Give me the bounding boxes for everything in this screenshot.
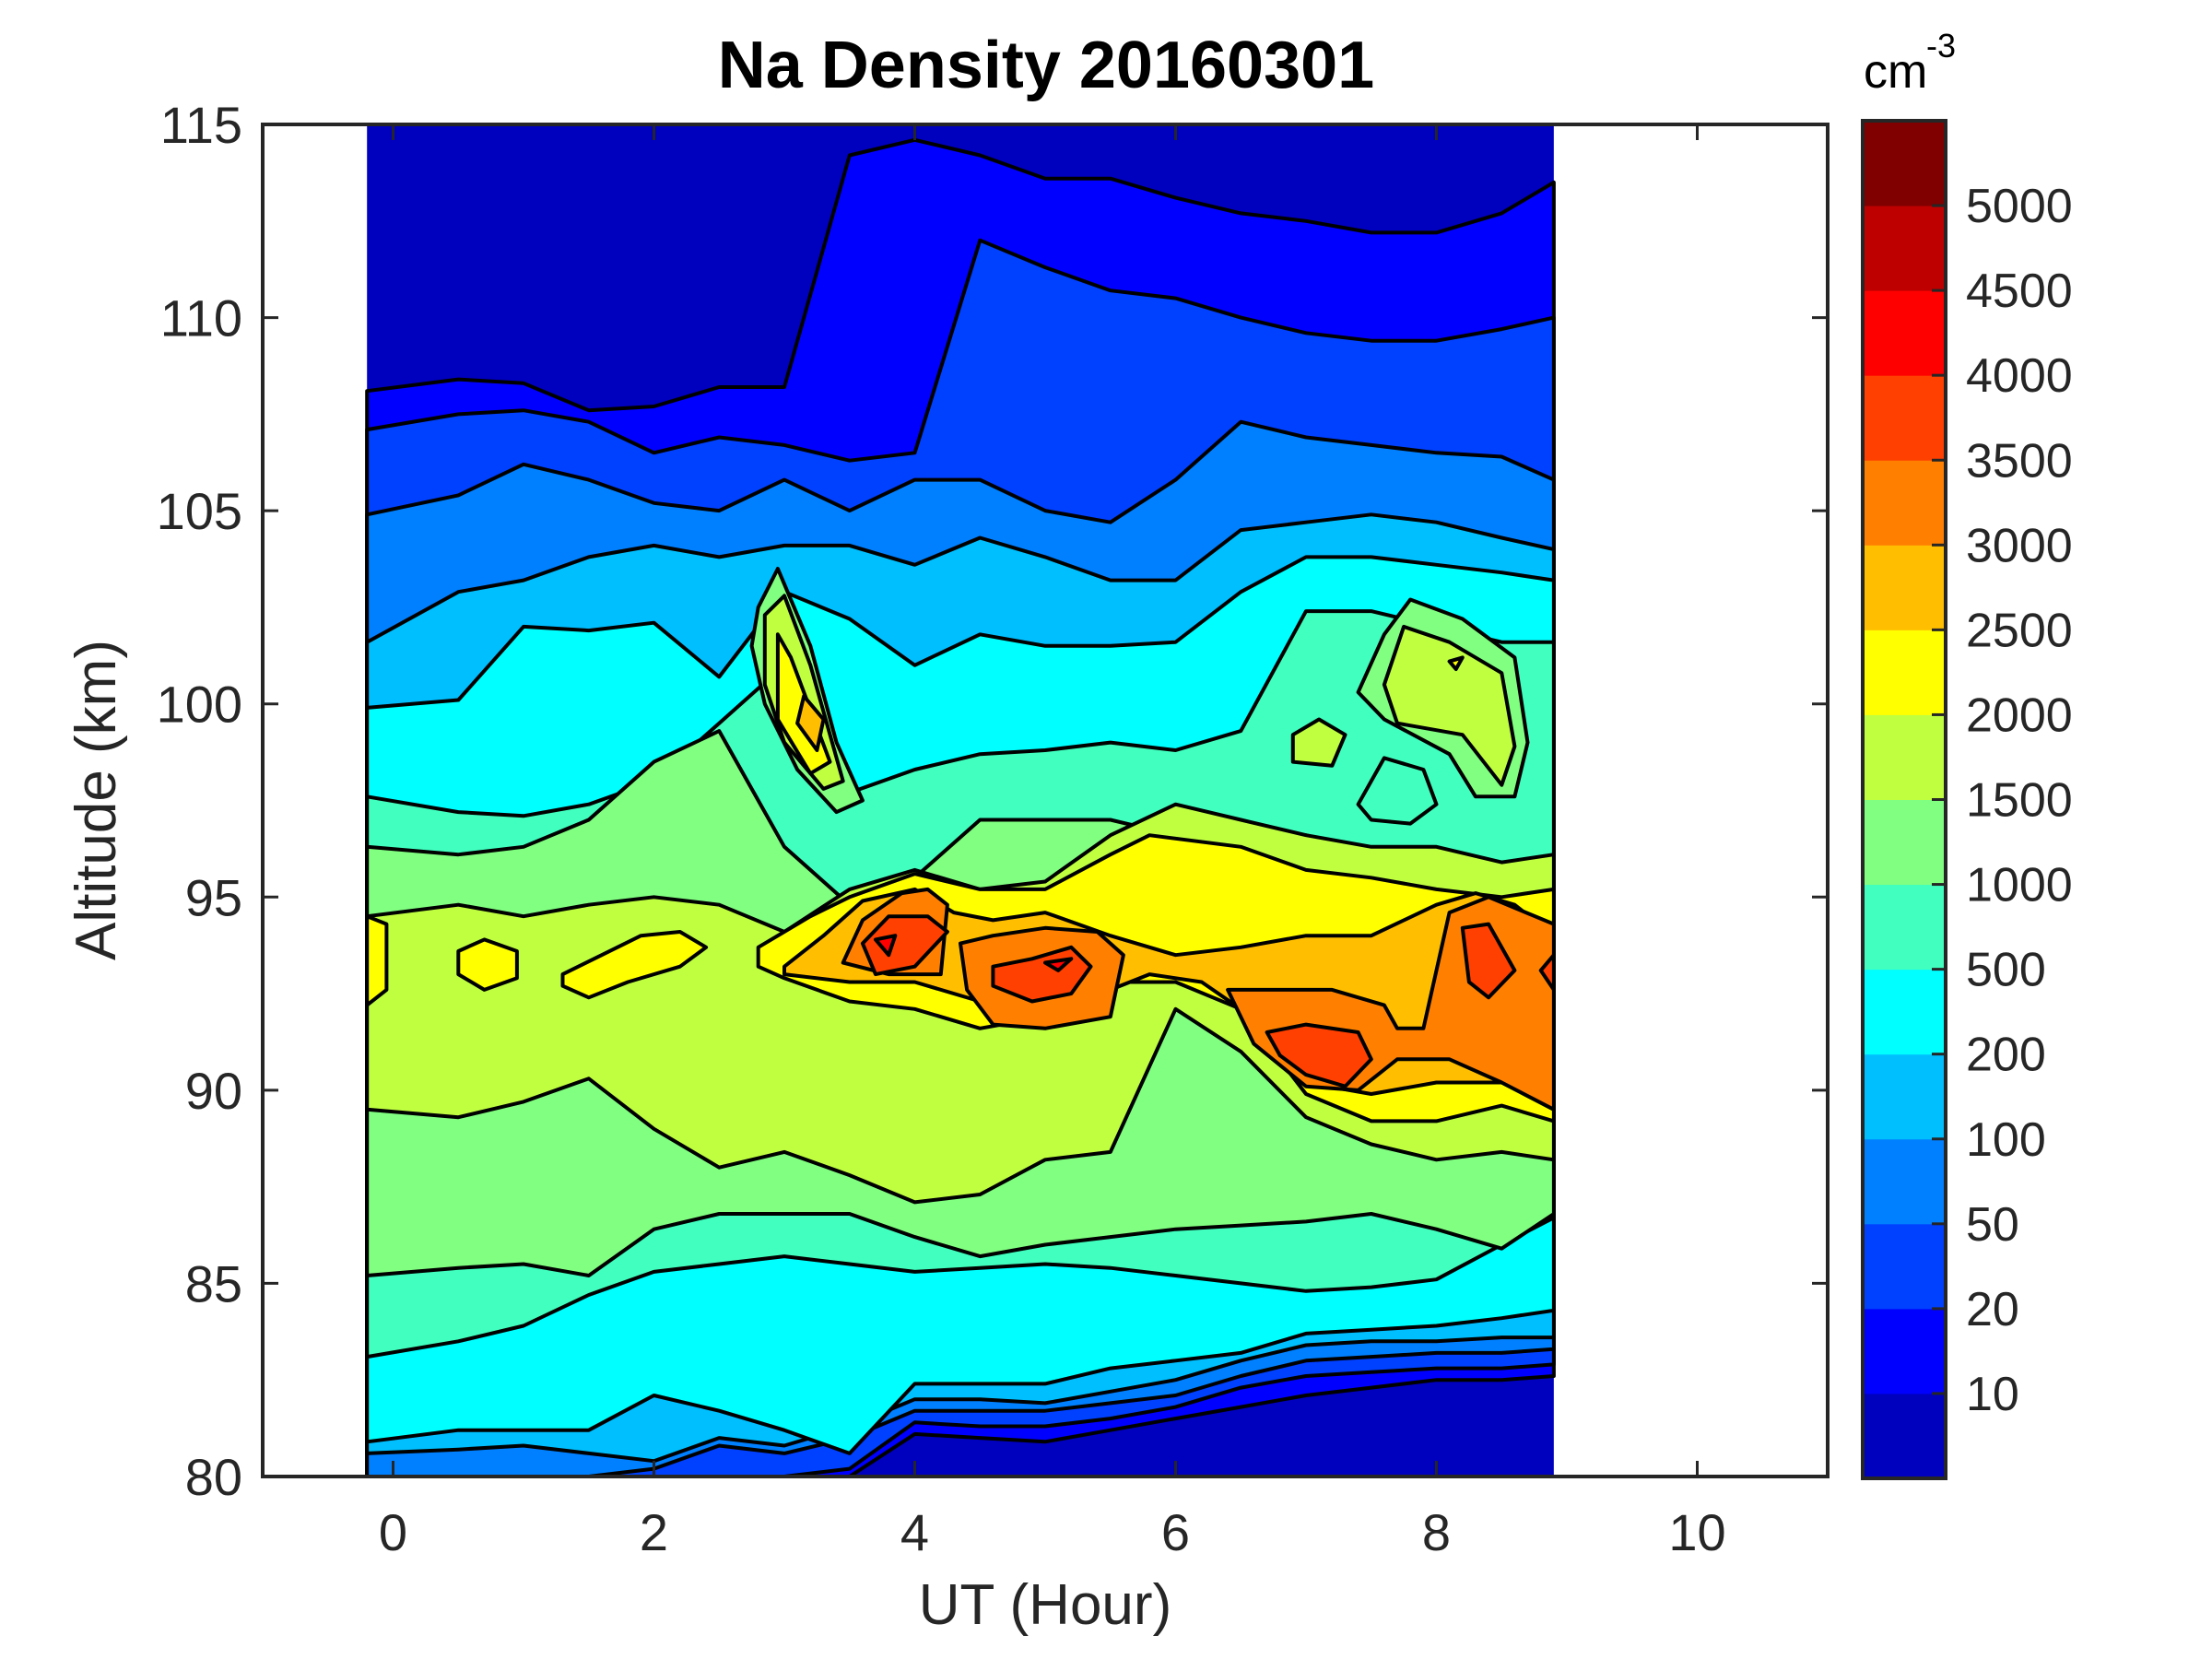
- x-axis-label: UT (Hour): [919, 1573, 1171, 1637]
- colorbar-swatch: [1863, 1393, 1946, 1479]
- contour-region-3500: [1538, 953, 1556, 992]
- axes-frame: [261, 123, 1830, 1478]
- colorbar-swatch: [1863, 884, 1946, 971]
- colorbar-tick-label: 20: [1966, 1283, 2019, 1336]
- axes: 0 2 4 6 8 10 80 85 90 95 100 105 110 115: [157, 96, 1830, 1561]
- colorbar-swatch: [1863, 1308, 1946, 1394]
- y-tick-label: 90: [185, 1062, 242, 1120]
- contour-region-4000: [1043, 957, 1074, 972]
- contour-region-500: [1356, 756, 1439, 826]
- y-axis-label: Altitude (km): [65, 640, 128, 960]
- x-tick-label: 0: [379, 1503, 407, 1561]
- colorbar: 10 20 50 100 200 500 1000 1500 2000 2500 3000 3500 4…: [1861, 119, 2073, 1480]
- contour-layers: [365, 124, 1556, 1477]
- contour-region-3500: [1265, 1022, 1373, 1088]
- colorbar-swatch: [1863, 290, 1946, 376]
- y-tick-label: 115: [160, 96, 242, 154]
- colorbar-tick-label: 2500: [1966, 604, 2073, 657]
- colorbar-tick-label: 1000: [1966, 859, 2073, 912]
- colorbar-tick-label: 4000: [1966, 349, 2073, 403]
- contour-region-2000: [1447, 655, 1465, 671]
- colorbar-tick-label: 10: [1966, 1368, 2019, 1421]
- colorbar-tick-label: 3000: [1966, 519, 2073, 572]
- colorbar-tick-label: 100: [1966, 1113, 2046, 1167]
- colorbar-swatch: [1863, 121, 1946, 206]
- y-tick-label: 100: [157, 676, 242, 734]
- contour-region-2000: [365, 914, 389, 1007]
- x-tick-label: 10: [1668, 1503, 1725, 1561]
- x-tick-label: 4: [900, 1503, 929, 1561]
- colorbar-swatch: [1863, 375, 1946, 461]
- colorbar-swatch: [1863, 799, 1946, 886]
- colorbar-tick-label: 1500: [1966, 774, 2073, 828]
- x-tick-label: 2: [640, 1503, 668, 1561]
- colorbar-tick-label: 2000: [1966, 688, 2073, 742]
- colorbar-swatch: [1863, 1053, 1946, 1140]
- colorbar-tick-label: 4500: [1966, 265, 2073, 318]
- y-tick-label: 95: [185, 868, 242, 926]
- colorbar-tick-label: 3500: [1966, 434, 2073, 488]
- colorbar-tick-label: 5000: [1966, 180, 2073, 233]
- colorbar-swatch: [1863, 969, 1946, 1055]
- contour-region-1500: [1382, 624, 1517, 787]
- colorbar-tick-label: 500: [1966, 944, 2046, 997]
- contour-region-1500: [1290, 717, 1347, 768]
- contour-region-3500: [1460, 922, 1517, 1000]
- colorbar-swatch: [1863, 545, 1946, 630]
- y-tick-label: 80: [185, 1448, 242, 1506]
- colorbar-swatch: [1863, 714, 1946, 800]
- colorbar-tick-label: 50: [1966, 1198, 2019, 1252]
- y-tick-label: 110: [160, 289, 242, 347]
- contour-region-2000: [560, 930, 709, 1000]
- colorbar-unit-exponent: -3: [1926, 27, 1956, 65]
- contour-region-2500: [795, 694, 826, 752]
- colorbar-swatch: [1863, 629, 1946, 715]
- colorbar-swatch: [1863, 460, 1946, 546]
- colorbar-swatch: [1863, 1223, 1946, 1310]
- y-tick-label: 85: [185, 1254, 242, 1312]
- colorbar-tick-label: 200: [1966, 1029, 2046, 1082]
- colorbar-swatch: [1863, 1138, 1946, 1225]
- chart-title: Na Density 20160301: [718, 29, 1374, 102]
- contour-region-4000: [874, 934, 898, 958]
- x-tick-label: 6: [1161, 1503, 1190, 1561]
- colorbar-unit: cm: [1864, 45, 1927, 99]
- y-tick-label: 105: [157, 482, 242, 540]
- contour-region-2000: [456, 937, 519, 992]
- contour-region-3500: [860, 914, 949, 977]
- x-tick-label: 8: [1422, 1503, 1451, 1561]
- colorbar-swatch: [1863, 206, 1946, 291]
